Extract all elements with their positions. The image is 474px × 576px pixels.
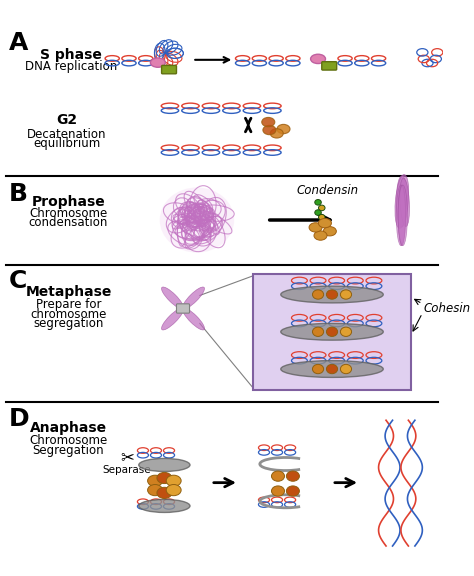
Text: G2: G2 bbox=[56, 113, 77, 127]
Ellipse shape bbox=[340, 327, 352, 336]
Ellipse shape bbox=[319, 205, 325, 211]
Text: B: B bbox=[9, 182, 28, 206]
Ellipse shape bbox=[263, 126, 276, 135]
Ellipse shape bbox=[147, 475, 163, 486]
Ellipse shape bbox=[309, 223, 322, 232]
FancyBboxPatch shape bbox=[322, 62, 337, 70]
Ellipse shape bbox=[150, 58, 165, 67]
Ellipse shape bbox=[312, 365, 324, 374]
Text: C: C bbox=[9, 270, 27, 293]
Text: Segregation: Segregation bbox=[33, 444, 104, 457]
Text: S phase: S phase bbox=[40, 48, 102, 62]
Ellipse shape bbox=[327, 365, 337, 374]
Ellipse shape bbox=[395, 175, 409, 228]
Ellipse shape bbox=[396, 176, 408, 227]
Ellipse shape bbox=[262, 118, 275, 127]
Text: Condensin: Condensin bbox=[296, 184, 358, 197]
Text: DNA replication: DNA replication bbox=[25, 60, 118, 73]
Ellipse shape bbox=[319, 214, 325, 220]
Ellipse shape bbox=[157, 472, 172, 484]
Text: D: D bbox=[9, 407, 29, 431]
FancyBboxPatch shape bbox=[176, 304, 190, 313]
Ellipse shape bbox=[398, 185, 406, 245]
Ellipse shape bbox=[281, 323, 383, 340]
Ellipse shape bbox=[314, 231, 327, 240]
Ellipse shape bbox=[340, 365, 352, 374]
Text: Metaphase: Metaphase bbox=[25, 285, 112, 299]
Text: A: A bbox=[9, 31, 28, 55]
Ellipse shape bbox=[182, 308, 204, 330]
Text: Prepare for: Prepare for bbox=[36, 298, 101, 311]
Ellipse shape bbox=[272, 486, 284, 496]
Text: Anaphase: Anaphase bbox=[30, 420, 107, 435]
Ellipse shape bbox=[182, 287, 204, 309]
Text: Cohesin: Cohesin bbox=[423, 302, 470, 315]
Ellipse shape bbox=[162, 287, 183, 309]
Ellipse shape bbox=[286, 486, 300, 496]
Ellipse shape bbox=[147, 484, 163, 496]
Ellipse shape bbox=[398, 185, 408, 245]
Ellipse shape bbox=[315, 210, 321, 215]
Ellipse shape bbox=[323, 226, 337, 236]
Text: Chromosome: Chromosome bbox=[29, 207, 108, 220]
Text: Chromosome: Chromosome bbox=[29, 434, 108, 447]
Text: chromosome: chromosome bbox=[30, 308, 107, 321]
Text: segregation: segregation bbox=[33, 317, 104, 330]
Text: Separase: Separase bbox=[103, 465, 151, 475]
Ellipse shape bbox=[327, 327, 337, 336]
Ellipse shape bbox=[166, 475, 181, 486]
Text: Decatenation: Decatenation bbox=[27, 128, 106, 141]
Ellipse shape bbox=[286, 471, 300, 482]
Ellipse shape bbox=[340, 290, 352, 299]
Ellipse shape bbox=[160, 187, 234, 253]
FancyBboxPatch shape bbox=[253, 274, 411, 391]
Ellipse shape bbox=[139, 458, 190, 472]
Ellipse shape bbox=[157, 487, 172, 498]
Ellipse shape bbox=[319, 218, 331, 228]
Text: equilibrium: equilibrium bbox=[33, 137, 100, 150]
Ellipse shape bbox=[281, 361, 383, 377]
Ellipse shape bbox=[310, 54, 326, 63]
Ellipse shape bbox=[162, 308, 183, 330]
Ellipse shape bbox=[312, 327, 324, 336]
Ellipse shape bbox=[400, 178, 410, 226]
Ellipse shape bbox=[315, 199, 321, 205]
Ellipse shape bbox=[396, 185, 406, 245]
FancyBboxPatch shape bbox=[162, 66, 176, 74]
Ellipse shape bbox=[312, 290, 324, 299]
Text: ✂: ✂ bbox=[120, 449, 134, 467]
Ellipse shape bbox=[281, 286, 383, 303]
Ellipse shape bbox=[327, 290, 337, 299]
Ellipse shape bbox=[277, 124, 290, 134]
Circle shape bbox=[179, 304, 187, 313]
Ellipse shape bbox=[139, 499, 190, 513]
Ellipse shape bbox=[166, 484, 181, 496]
Text: condensation: condensation bbox=[29, 217, 108, 229]
Ellipse shape bbox=[272, 471, 284, 482]
Ellipse shape bbox=[270, 128, 283, 138]
Text: Prophase: Prophase bbox=[32, 195, 105, 209]
